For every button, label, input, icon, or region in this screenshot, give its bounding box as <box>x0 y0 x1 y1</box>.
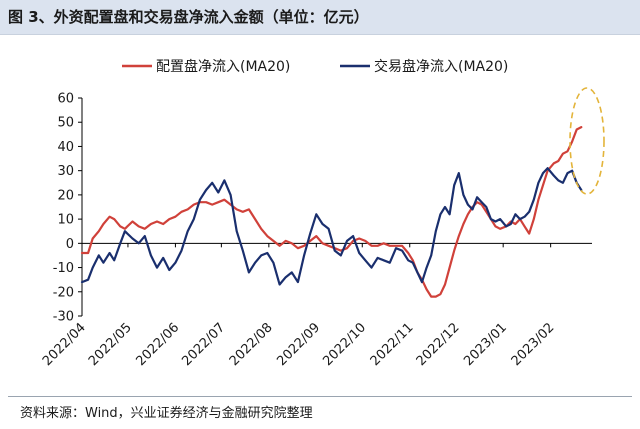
y-tick-label: 0 <box>66 237 74 252</box>
highlight-ellipse <box>569 87 605 195</box>
x-tick-label: 2022/08 <box>227 320 276 369</box>
x-tick-label: 2022/10 <box>320 320 369 369</box>
x-tick-label: 2022/12 <box>414 320 463 369</box>
series-line-1 <box>80 125 583 298</box>
title-bar: 图 3、外资配置盘和交易盘净流入金额（单位：亿元） <box>0 0 640 35</box>
x-tick-label: 2022/05 <box>86 320 135 369</box>
y-tick-label: 50 <box>57 116 74 131</box>
y-tick-label: 10 <box>57 213 74 228</box>
chart-canvas: 配置盘净流入(MA20) 交易盘净流入(MA20) -30 -20 -10 0 10 20 3… <box>40 58 605 369</box>
y-tick-label: 30 <box>57 164 74 179</box>
series-line-2 <box>80 167 583 286</box>
y-tick-label: -10 <box>53 261 74 276</box>
legend: 配置盘净流入(MA20) 交易盘净流入(MA20) <box>122 58 508 75</box>
chart-title: 图 3、外资配置盘和交易盘净流入金额（单位：亿元） <box>8 8 369 26</box>
y-tick-label: 40 <box>57 140 74 155</box>
legend-label-2: 交易盘净流入(MA20) <box>374 58 508 75</box>
source-note: 资料来源：Wind，兴业证券经济与金融研究院整理 <box>20 406 313 421</box>
x-axis: 2022/042022/052022/062022/072022/082022/… <box>40 242 592 369</box>
legend-label-1: 配置盘净流入(MA20) <box>156 58 290 75</box>
series-layer <box>80 125 583 298</box>
x-tick-label: 2022/07 <box>179 320 228 369</box>
x-tick-label: 2022/06 <box>133 320 182 369</box>
x-tick-label: 2022/11 <box>368 320 417 369</box>
x-tick-label: 2022/04 <box>40 320 89 369</box>
x-tick-label: 2023/02 <box>509 320 558 369</box>
x-tick-label: 2022/09 <box>274 320 323 369</box>
y-tick-label: -30 <box>53 310 74 325</box>
y-tick-label: 20 <box>57 188 74 203</box>
x-tick-label: 2023/01 <box>461 320 510 369</box>
y-axis: -30 -20 -10 0 10 20 30 40 50 60 <box>53 92 83 325</box>
y-tick-label: 60 <box>57 92 74 107</box>
source-divider <box>8 396 632 397</box>
y-tick-label: -20 <box>53 285 74 300</box>
annotation-layer <box>569 87 605 195</box>
